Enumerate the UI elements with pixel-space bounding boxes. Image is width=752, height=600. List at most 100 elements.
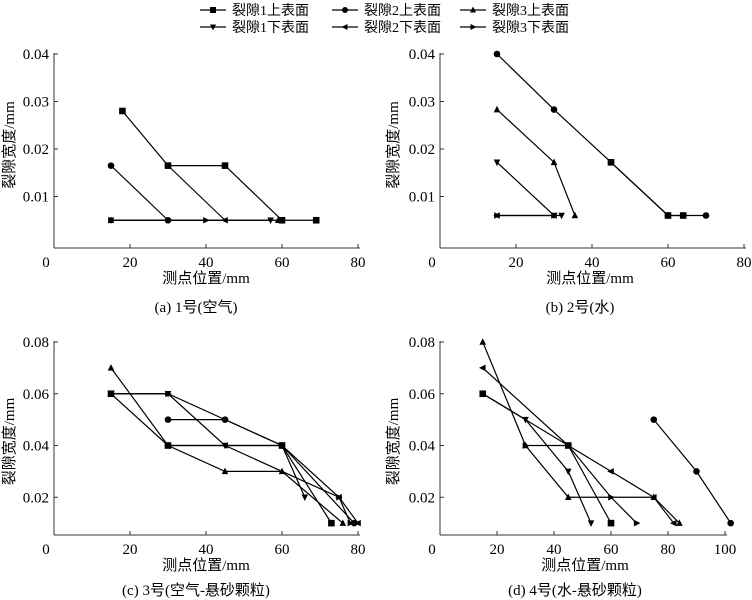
marker-circle xyxy=(607,159,615,166)
marker-triangle-right xyxy=(608,493,615,501)
marker-triangle-right xyxy=(347,519,355,527)
series-line xyxy=(496,161,562,217)
y-tick-label: 0.02 xyxy=(23,490,49,506)
y-tick-label: 0.02 xyxy=(23,142,49,158)
x-tick-label: 80 xyxy=(351,542,366,558)
marker-triangle-right xyxy=(108,216,115,224)
x-axis-label: 测点位置/mm xyxy=(162,557,250,574)
x-tick-label: 20 xyxy=(123,542,138,558)
marker-triangle-right xyxy=(522,442,530,449)
marker-triangle-up xyxy=(274,216,282,224)
legend-item: 裂隙1上表面 xyxy=(200,3,309,19)
marker-triangle-up xyxy=(571,211,579,219)
series-2 xyxy=(493,50,710,219)
marker-triangle-down xyxy=(587,520,595,527)
marker-triangle-left xyxy=(164,442,171,449)
marker-triangle-left xyxy=(478,364,486,372)
x-tick-label: 20 xyxy=(509,255,524,271)
panel-caption: (a) 1号(空气) xyxy=(155,299,238,316)
marker-square xyxy=(210,7,216,13)
series-line xyxy=(496,109,576,216)
legend-label: 裂隙3上表面 xyxy=(492,3,569,19)
x-tick-label: 0 xyxy=(42,255,50,271)
x-tick-label: 60 xyxy=(275,255,290,271)
y-axis-label: 裂隙宽度/mm xyxy=(1,397,18,485)
y-tick-label: 0.04 xyxy=(23,47,50,63)
y-tick-label: 0.08 xyxy=(23,335,49,351)
x-tick-label: 40 xyxy=(585,255,600,271)
marker-triangle-right xyxy=(633,519,641,527)
series-5 xyxy=(478,364,677,527)
x-tick-label: 60 xyxy=(661,255,676,271)
y-tick-label: 0.02 xyxy=(409,142,435,158)
marker-circle xyxy=(727,519,734,527)
marker-triangle-down xyxy=(267,217,274,225)
marker-square xyxy=(221,162,229,169)
panel-d: 0 20 40 60 80 100 0.02 0.04 0.06 0.08 测点位置/mm 裂隙宽度/… xyxy=(385,335,736,599)
marker-square xyxy=(312,216,320,224)
y-tick-label: 0.03 xyxy=(409,95,435,111)
marker-triangle-down xyxy=(564,468,572,476)
x-tick-label: 100 xyxy=(714,542,737,558)
series-6 xyxy=(108,216,210,224)
marker-triangle-left xyxy=(669,519,677,527)
marker-square xyxy=(119,107,126,115)
legend-label: 裂隙1下表面 xyxy=(232,20,309,36)
x-axis-label: 测点位置/mm xyxy=(162,270,250,287)
series-line xyxy=(167,165,226,221)
marker-triangle-up xyxy=(107,364,115,371)
series-5 xyxy=(164,162,228,224)
y-axis-label: 裂隙宽度/mm xyxy=(385,101,402,189)
series-1 xyxy=(107,390,335,527)
series-line xyxy=(525,444,638,524)
x-tick-label: 80 xyxy=(351,255,366,271)
marker-square xyxy=(607,519,615,527)
legend-item: 裂隙3上表面 xyxy=(460,3,569,19)
x-tick-label: 20 xyxy=(123,255,138,271)
marker-triangle-left xyxy=(221,442,228,449)
legend-label: 裂隙2下表面 xyxy=(364,20,441,36)
marker-triangle-right xyxy=(565,442,573,449)
marker-triangle-right xyxy=(470,24,477,30)
marker-triangle-down xyxy=(558,212,565,220)
marker-circle xyxy=(493,50,501,58)
marker-triangle-left xyxy=(649,493,657,501)
marker-triangle-up xyxy=(676,519,683,526)
marker-triangle-left xyxy=(607,468,614,475)
series-1 xyxy=(119,107,320,224)
series-2 xyxy=(650,416,734,527)
marker-triangle-down xyxy=(522,416,529,424)
series-6 xyxy=(108,390,355,527)
x-tick-label: 80 xyxy=(737,255,752,271)
panel-b: 0 20 40 60 80 0.01 0.02 0.03 0.04 测点位置/mm 裂隙宽度/mm (… xyxy=(385,47,752,316)
panel-caption: (d) 4号(水-悬砂颗粒) xyxy=(508,582,642,599)
marker-triangle-right xyxy=(551,212,558,219)
x-tick-label: 0 xyxy=(428,542,436,558)
series-6 xyxy=(494,212,558,219)
series-1 xyxy=(479,390,615,527)
legend-item: 裂隙2下表面 xyxy=(332,20,441,36)
marker-triangle-down xyxy=(493,159,501,167)
legend-item: 裂隙3下表面 xyxy=(460,20,569,36)
legend-item: 裂隙1下表面 xyxy=(200,20,309,36)
series-line xyxy=(168,444,359,524)
series-3 xyxy=(493,105,579,219)
marker-triangle-left xyxy=(221,216,228,224)
marker-circle xyxy=(550,106,558,113)
marker-triangle-left xyxy=(354,519,361,527)
marker-triangle-up xyxy=(493,105,501,113)
marker-triangle-down xyxy=(479,390,487,398)
marker-circle xyxy=(107,162,115,169)
marker-triangle-left xyxy=(341,24,348,30)
legend-label: 裂隙3下表面 xyxy=(492,20,569,36)
x-tick-label: 0 xyxy=(428,255,436,271)
marker-circle xyxy=(693,468,700,475)
marker-triangle-right xyxy=(279,442,286,449)
y-tick-label: 0.06 xyxy=(409,387,436,403)
marker-triangle-up xyxy=(470,6,476,13)
y-tick-label: 0.03 xyxy=(23,95,49,111)
y-tick-label: 0.04 xyxy=(409,439,436,455)
marker-circle xyxy=(342,7,348,13)
y-tick-label: 0.06 xyxy=(23,387,50,403)
